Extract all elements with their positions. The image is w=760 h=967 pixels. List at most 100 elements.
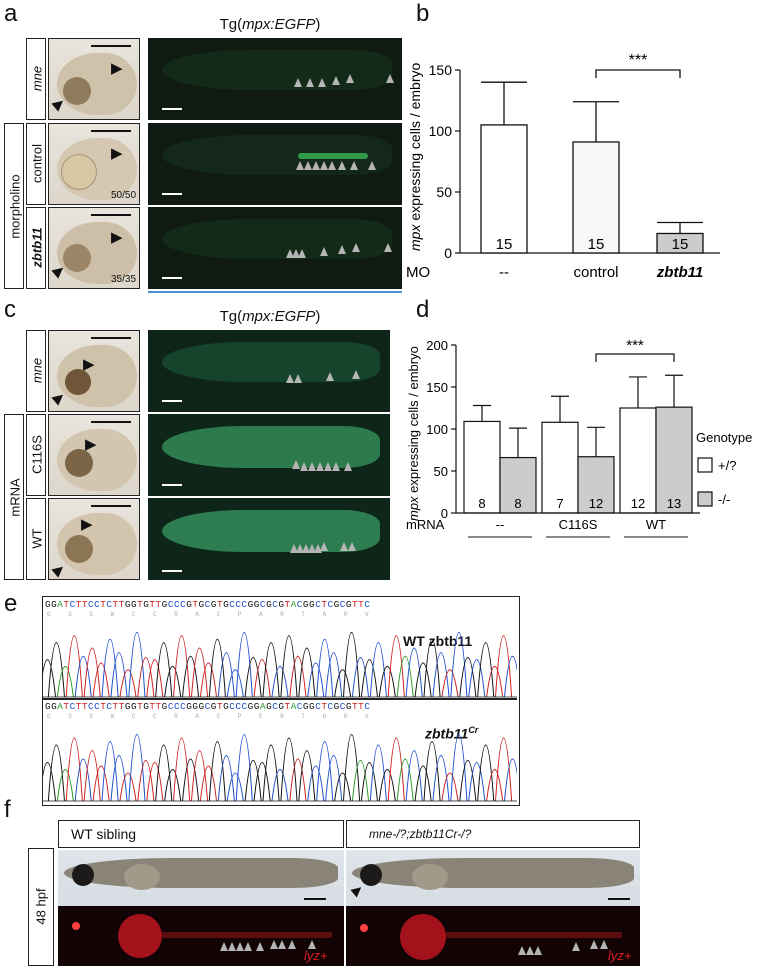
trace-peak: [334, 669, 352, 698]
fluorescence-image-mutant: lyz+: [346, 906, 640, 966]
significance-bracket: [595, 353, 675, 362]
trace-peak: [235, 734, 253, 802]
y-axis-label: mpx expressing cells / embryo: [407, 62, 423, 251]
trace-peak: [298, 750, 316, 802]
group-label-mrna: mRNA: [7, 478, 23, 517]
trace-peak: [182, 656, 200, 698]
n-label: 12: [631, 496, 645, 511]
trace-peak: [441, 772, 459, 802]
trace-peak: [74, 758, 92, 802]
title-box-wt-sibling: WT sibling: [58, 820, 344, 848]
chromatogram-panel: GGATCTTCCTCTTGGTGTTGCCCGTGCGTGCCCGGCGCGT…: [42, 596, 520, 806]
row-label-box-mne: mne: [26, 38, 46, 120]
amino-acids-cr: G S S W C C R A C P E R T G R V: [47, 713, 376, 720]
trace-peak: [450, 734, 468, 802]
trace-peak: [280, 635, 298, 698]
trace-peak: [450, 631, 468, 698]
row-label-box-control: control: [26, 123, 46, 205]
trace-peak: [289, 656, 307, 698]
trace-peak: [468, 659, 486, 698]
y-tick-label: 0: [444, 245, 452, 261]
legend-swatch: [697, 457, 713, 473]
row-label-box-c116s: C116S: [26, 414, 46, 496]
arrowhead-icon: ▶: [111, 229, 123, 246]
bar: [572, 141, 620, 254]
trace-peak: [477, 744, 495, 802]
trace-peak: [307, 662, 325, 698]
trace-peak: [217, 652, 235, 698]
trace-peak: [271, 665, 289, 698]
trace-peak: [441, 669, 459, 698]
significance-bracket: [595, 69, 681, 78]
marker-label-left: lyz+: [304, 948, 328, 963]
y-axis-label: mpx expressing cells / embryo: [406, 346, 421, 521]
y-tick-label: 0: [441, 506, 448, 521]
trace-peak: [369, 744, 387, 802]
bar: [480, 124, 528, 254]
brightfield-image-wt-sibling: [58, 850, 344, 906]
trace-peak: [226, 772, 244, 802]
trace-peak: [459, 657, 477, 698]
bar: [656, 232, 704, 254]
trace-peak: [495, 635, 513, 698]
fluorescence-image-mne-c: [148, 330, 390, 412]
trace-peak: [173, 737, 191, 802]
trace-peak: [128, 734, 146, 802]
legend-label: -/-: [718, 492, 730, 507]
trace-peak: [289, 758, 307, 802]
trace-peak: [387, 635, 405, 698]
brightfield-image-c116s: ▶: [48, 414, 140, 496]
trace-peak: [432, 755, 450, 802]
brightfield-image-mne-c: ▶ ▶: [48, 330, 140, 412]
trace-peak: [146, 762, 164, 802]
sequence-wt: GGATCTTCCTCTTGGTGTTGCCCGTGCGTGCCCGGCGCGT…: [45, 599, 371, 610]
trace-peak: [468, 762, 486, 802]
y-tick-label: 50: [436, 184, 452, 200]
fluorescence-image-mne: [148, 38, 402, 120]
trace-peak: [190, 647, 209, 698]
fluorescence-image-control: [148, 123, 402, 205]
trace-peak: [360, 762, 378, 802]
trace-peak: [253, 659, 271, 698]
trace-peak: [325, 652, 343, 698]
panel-label-b: b: [416, 0, 430, 27]
row-label-zbtb11: zbtb11: [29, 227, 45, 268]
n-label: 15: [588, 236, 605, 253]
row-label-mne: mne: [29, 65, 45, 92]
trace-peak: [414, 765, 432, 802]
trace-peak: [244, 760, 262, 802]
bar: [499, 456, 537, 514]
trace-peak: [217, 755, 235, 802]
trace-peak: [43, 659, 57, 698]
x-tick-label: control: [573, 264, 618, 281]
brightfield-image-mne: ▶ ▶: [48, 38, 140, 120]
row-label-wt: WT: [29, 528, 45, 549]
x-group-label: WT: [646, 517, 666, 532]
significance-label: ***: [626, 337, 644, 354]
trace-peak: [47, 744, 65, 802]
x-group-label: --: [496, 517, 505, 532]
label-zbtb11-cr: zbtb11Cr: [425, 725, 479, 742]
trace-peak: [253, 762, 271, 802]
trace-peak: [47, 642, 65, 698]
y-tick-label: 100: [426, 422, 448, 437]
trace-peak: [137, 760, 155, 802]
n-label: 12: [589, 496, 603, 511]
panel-a-title: Tg(mpx:EGFP): [219, 16, 321, 33]
trace-peak: [396, 758, 414, 802]
trace-peak: [92, 662, 110, 698]
trace-peak: [128, 631, 146, 698]
divider-line: [148, 291, 402, 293]
trace-peak: [182, 758, 200, 802]
trace-peak: [199, 765, 217, 802]
fluorescence-image-zbtb11: [148, 207, 402, 289]
trace-peak: [298, 647, 316, 698]
trace-peak: [316, 741, 334, 802]
arrowhead-icon: ▶: [111, 60, 123, 77]
trace-peak: [486, 665, 504, 698]
trace-peak: [199, 662, 217, 698]
brightfield-image-wt: ▶ ▶: [48, 498, 140, 580]
n-label: 13: [667, 496, 681, 511]
trace-peak: [316, 639, 334, 698]
divider: [43, 698, 517, 700]
